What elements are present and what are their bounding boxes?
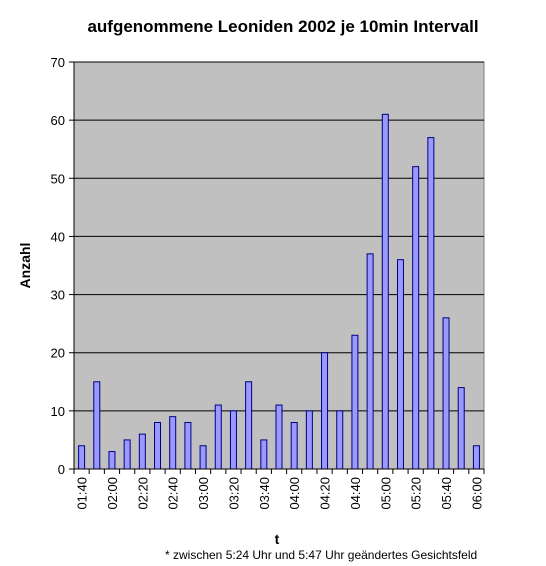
bar-03:00 <box>199 445 207 470</box>
x-tick-label: 04:40 <box>348 477 363 510</box>
x-tick-label: 01:40 <box>75 477 90 510</box>
bar-04:30 <box>336 410 344 470</box>
bar-02:00 <box>108 451 116 470</box>
x-tick-label: 06:00 <box>469 477 484 510</box>
bar-02:50 <box>184 421 192 470</box>
x-tick-label: 02:20 <box>135 477 150 510</box>
bar-04:10 <box>305 410 313 470</box>
bar-02:30 <box>154 421 162 470</box>
bar-04:00 <box>290 421 298 470</box>
bar-03:30 <box>245 381 253 470</box>
bar-05:50 <box>457 387 465 470</box>
bar-05:10 <box>396 259 404 470</box>
bar-02:20 <box>138 433 146 470</box>
bar-02:40 <box>169 416 177 470</box>
y-tick-label: 10 <box>51 404 65 419</box>
bar-06:00 <box>472 445 480 470</box>
y-tick-label: 50 <box>51 171 65 186</box>
bar-04:20 <box>321 352 329 470</box>
x-tick-label: 02:00 <box>105 477 120 510</box>
bar-01:50 <box>93 381 101 470</box>
x-tick-label: 03:40 <box>257 477 272 510</box>
x-tick-labels: 01:40 02:00 02:20 02:40 03:00 03:20 03:40 04:00… <box>75 477 485 510</box>
bar-03:10 <box>214 404 222 470</box>
bar-02:10 <box>123 439 131 470</box>
x-tick-label: 05:20 <box>409 477 424 510</box>
bar-04:40 <box>351 334 359 470</box>
y-tick-label: 20 <box>51 346 65 361</box>
y-axis-title: Anzahl <box>17 243 33 289</box>
y-tick-label: 60 <box>51 113 65 128</box>
footnote: * zwischen 5:24 Uhr und 5:47 Uhr geänder… <box>165 548 477 562</box>
chart-title: aufgenommene Leoniden 2002 je 10min Inte… <box>87 17 478 36</box>
x-tick-label: 02:40 <box>166 477 181 510</box>
bar-03:20 <box>229 410 237 470</box>
bar-05:40 <box>442 317 450 470</box>
axes <box>69 61 485 474</box>
y-tick-label: 70 <box>51 55 65 70</box>
y-tick-label: 30 <box>51 288 65 303</box>
y-tick-label: 40 <box>51 229 65 244</box>
y-tick-labels: 0 10 20 30 40 50 60 70 <box>51 55 65 477</box>
x-tick-label: 05:40 <box>439 477 454 510</box>
bar-03:50 <box>275 404 283 470</box>
x-tick-label: 03:20 <box>226 477 241 510</box>
bar-04:50 <box>366 253 374 470</box>
bar-05:30 <box>427 137 435 470</box>
x-tick-label: 05:00 <box>378 477 393 510</box>
bar-05:20 <box>412 166 420 470</box>
bar-05:00 <box>381 113 389 470</box>
x-tick-label: 03:00 <box>196 477 211 510</box>
x-tick-label: 04:20 <box>318 477 333 510</box>
bar-01:40 <box>78 445 86 470</box>
y-tick-label: 0 <box>58 462 65 477</box>
x-axis-title: t <box>275 531 280 547</box>
x-tick-label: 04:00 <box>287 477 302 510</box>
bar-03:40 <box>260 439 268 470</box>
